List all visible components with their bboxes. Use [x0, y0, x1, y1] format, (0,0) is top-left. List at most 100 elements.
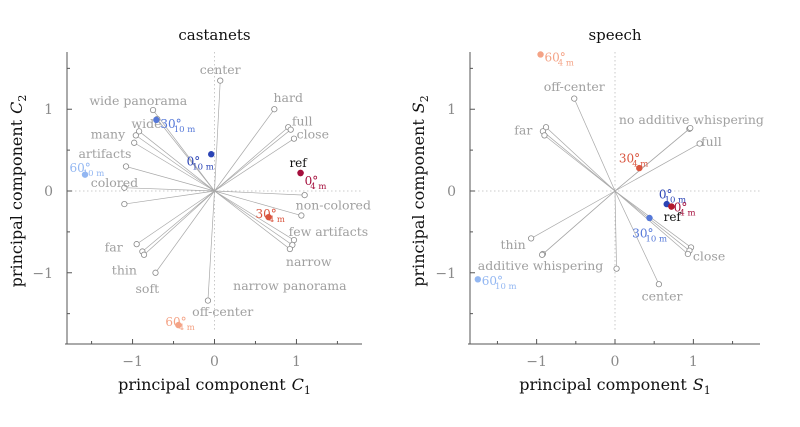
attribute-ray: [214, 190, 291, 250]
attribute-ray: [138, 131, 215, 192]
attribute-label: far: [105, 239, 123, 254]
attribute-ray: [545, 126, 616, 192]
attribute-ray: [155, 190, 215, 273]
attribute-label: no additive whispering: [619, 112, 764, 127]
attribute-ray: [125, 166, 215, 192]
attribute-label: center: [200, 62, 241, 77]
attribute-ray: [152, 109, 215, 192]
condition-label: 60°4 m: [544, 51, 573, 69]
attribute-label: narrow: [286, 254, 332, 269]
attribute-ray: [214, 126, 289, 192]
condition-label: 60°4 m: [165, 315, 194, 333]
panel-castanets: castanets −1 0 1 −1 0 1 principal component C1 pr…: [7, 26, 371, 397]
condition-point: [668, 203, 675, 210]
condition-point: [646, 214, 653, 222]
condition-label: 0°4 m: [674, 200, 696, 218]
attribute-label: close: [297, 127, 329, 142]
attribute-ray: [214, 190, 295, 241]
attribute-ray: [143, 190, 215, 256]
chart-title: castanets: [178, 26, 250, 44]
attribute-point: [542, 124, 550, 131]
attribute-point: [149, 106, 157, 114]
attribute-ray: [134, 142, 215, 192]
condition-label: 0°10 m: [659, 187, 686, 205]
attribute-point: [121, 184, 128, 191]
condition-label: 30°10 m: [160, 117, 195, 135]
condition-point: [175, 321, 182, 329]
x-axis-label: principal component C1: [118, 375, 311, 397]
y-tick-label: 0: [44, 184, 53, 200]
attribute-ray: [207, 190, 215, 301]
attribute-point: [696, 140, 703, 147]
attribute-label: wide panorama: [89, 93, 187, 108]
condition-point: [208, 151, 215, 158]
attribute-label: thin: [501, 237, 526, 252]
attribute-point: [687, 124, 694, 132]
attribute-label: close: [693, 248, 725, 263]
condition-label: 30°4 m: [255, 207, 284, 225]
y-tick-label: 0: [447, 184, 456, 200]
condition-point: [636, 164, 643, 172]
attribute-point: [217, 77, 224, 84]
attribute-ray: [614, 143, 700, 192]
x-tick-label: 1: [292, 354, 301, 370]
x-tick-label: 0: [210, 354, 219, 370]
condition-point: [537, 51, 544, 58]
attribute-label: many: [91, 127, 126, 142]
attribute-point: [571, 95, 578, 102]
chart-title: speech: [588, 26, 641, 44]
attribute-point: [271, 106, 278, 113]
attribute-label: artifacts: [78, 146, 131, 161]
attribute-point: [541, 132, 548, 139]
attribute-label: narrow panorama: [233, 278, 347, 293]
attribute-ray: [156, 118, 215, 192]
condition-point: [474, 276, 482, 283]
y-tick-label: −1: [435, 266, 456, 282]
condition-label: 30°4 m: [619, 151, 648, 169]
condition-point: [153, 116, 160, 124]
attribute-label: non-colored: [296, 198, 371, 213]
attribute-ray: [614, 127, 691, 192]
attribute-point: [133, 241, 140, 248]
y-axis-label: principal componentC2: [7, 95, 29, 288]
condition-point: [81, 171, 89, 178]
attribute-ray: [614, 190, 692, 248]
attribute-ray: [614, 190, 690, 251]
x-tick-label: 1: [689, 354, 698, 370]
attribute-label: full: [292, 114, 313, 129]
x-tick-label: −1: [526, 354, 547, 370]
attribute-point: [122, 163, 130, 170]
condition-point: [663, 200, 670, 208]
y-tick-label: −1: [32, 266, 53, 282]
condition-label: 30°10 m: [632, 227, 667, 245]
attribute-ray: [214, 138, 295, 192]
attribute-label: hard: [274, 90, 303, 105]
attribute-label: off-center: [192, 304, 253, 319]
attribute-point: [204, 297, 212, 304]
attribute-label: soft: [136, 281, 160, 296]
condition-point: [297, 169, 304, 177]
attribute-ray: [614, 190, 617, 269]
condition-label: 0°4 m: [305, 174, 327, 192]
attribute-ray: [541, 190, 616, 256]
attribute-ray: [544, 135, 616, 192]
y-tick-label: 1: [44, 102, 53, 118]
attribute-point: [298, 212, 305, 219]
condition-label: ref: [664, 210, 683, 224]
attribute-ray: [214, 129, 291, 192]
condition-label: 0°10 m: [187, 155, 214, 173]
attribute-point: [131, 139, 138, 146]
condition-label: ref: [289, 156, 308, 170]
x-tick-label: 0: [611, 354, 620, 370]
attribute-ray: [142, 190, 215, 252]
attribute-label: thin: [112, 262, 137, 277]
attribute-ray: [214, 109, 275, 192]
attribute-ray: [614, 190, 689, 255]
condition-point: [265, 213, 272, 221]
attribute-point: [140, 251, 148, 258]
attribute-label: additive whispering: [478, 258, 604, 273]
attribute-label: colored: [91, 175, 138, 190]
attribute-point: [655, 281, 662, 288]
attribute-point: [132, 132, 139, 139]
